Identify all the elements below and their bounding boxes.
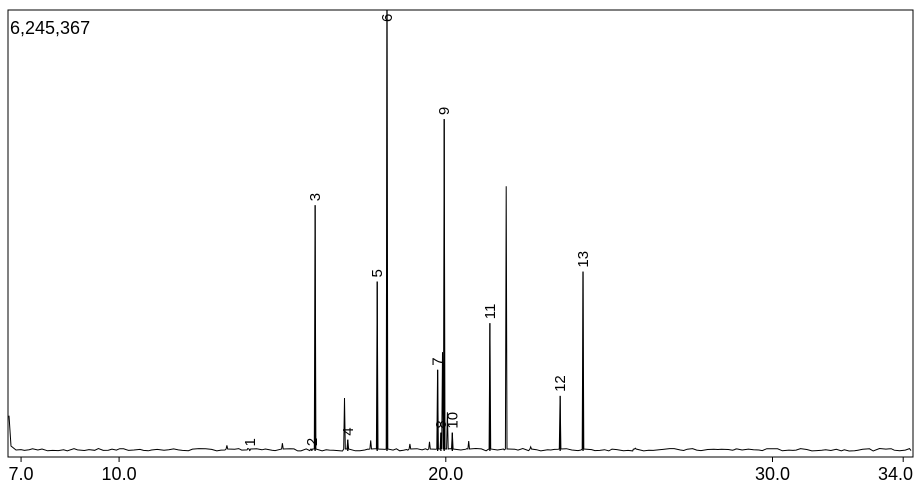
peak-label-10: 10 xyxy=(444,412,461,429)
peak-label-2: 2 xyxy=(304,438,321,446)
x-tick-label-1: 10.0 xyxy=(102,464,137,484)
peak-label-11: 11 xyxy=(482,304,499,320)
peak-label-9: 9 xyxy=(436,107,453,115)
peak-label-12: 12 xyxy=(552,375,569,392)
chromatogram-trace xyxy=(8,9,912,452)
peak-label-7: 7 xyxy=(430,357,447,365)
x-tick-label-0: 7.0 xyxy=(9,464,34,484)
x-tick-label-2: 20.0 xyxy=(428,464,463,484)
x-axis-ticks: 7.0 10.0 20.0 30.0 34.0 xyxy=(9,457,913,484)
y-max-label: 6,245,367 xyxy=(10,18,90,38)
peak-label-6: 6 xyxy=(379,14,396,22)
peak-label-13: 13 xyxy=(575,251,592,268)
peak-label-8: 8 xyxy=(433,420,450,428)
peak-label-4: 4 xyxy=(340,427,357,435)
peak-label-3: 3 xyxy=(307,193,324,201)
x-tick-label-3: 30.0 xyxy=(755,464,790,484)
peak-label-1: 1 xyxy=(242,438,259,446)
peak-label-5: 5 xyxy=(369,269,386,277)
x-tick-label-4: 34.0 xyxy=(878,464,913,484)
peak-marks xyxy=(249,10,584,451)
plot-frame xyxy=(7,9,914,458)
